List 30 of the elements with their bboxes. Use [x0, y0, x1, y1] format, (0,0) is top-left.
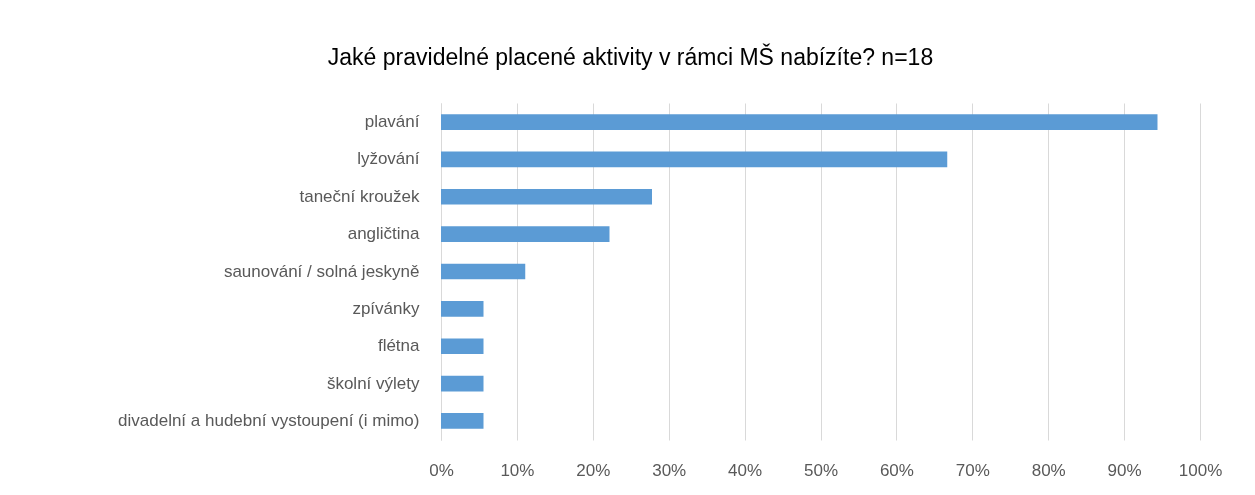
bar	[441, 375, 484, 392]
x-tick-label: 70%	[955, 460, 990, 480]
chart-title: Jaké pravidelné placené aktivity v rámci MŠ nabízíte? n=18	[327, 43, 934, 70]
bar	[441, 114, 1158, 130]
x-tick-label: 60%	[879, 460, 914, 480]
x-tick-label: 30%	[652, 460, 687, 480]
y-tick-label: plavání	[364, 112, 420, 132]
y-tick-label: školní výlety	[326, 373, 420, 393]
y-tick-label: flétna	[377, 336, 421, 356]
x-tick-label: 20%	[576, 460, 611, 480]
x-tick-label: 0%	[429, 460, 454, 480]
y-tick-label: taneční kroužek	[299, 186, 420, 206]
x-tick-label: 90%	[1107, 460, 1142, 480]
bar	[441, 338, 484, 355]
y-tick-label: divadelní a hudební vystoupení (i mimo)	[118, 410, 420, 430]
x-tick-label: 80%	[1031, 460, 1066, 480]
bar	[441, 301, 484, 317]
x-tick-label: 100%	[1178, 460, 1223, 480]
y-tick-label: lyžování	[357, 149, 420, 169]
x-tick-label: 10%	[500, 460, 535, 480]
bar	[441, 151, 948, 168]
x-tick-label: 50%	[803, 460, 839, 480]
y-tick-label: angličtina	[347, 224, 421, 244]
bar	[441, 188, 652, 205]
bar	[441, 413, 484, 429]
bar	[441, 226, 610, 242]
y-tick-label: saunování / solná jeskyně	[223, 261, 420, 281]
bar	[441, 263, 526, 280]
x-tick-label: 40%	[728, 460, 763, 480]
y-tick-label: zpívánky	[352, 298, 420, 318]
